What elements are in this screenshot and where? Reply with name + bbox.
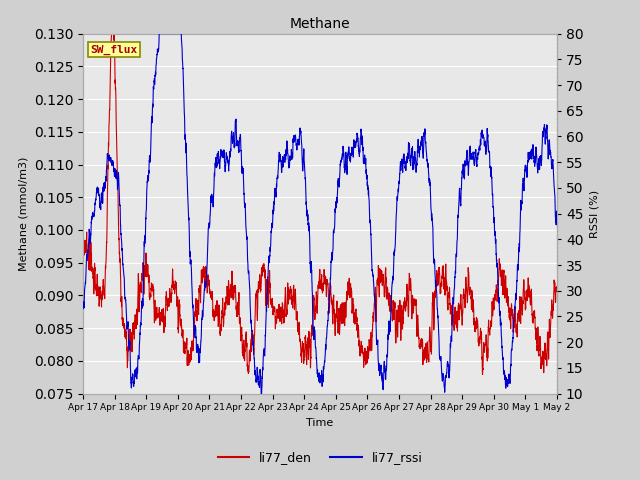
Title: Methane: Methane [290, 17, 350, 31]
X-axis label: Time: Time [307, 418, 333, 428]
Legend: li77_den, li77_rssi: li77_den, li77_rssi [212, 446, 428, 469]
Text: SW_flux: SW_flux [90, 44, 138, 55]
Y-axis label: RSSI (%): RSSI (%) [589, 190, 599, 238]
Y-axis label: Methane (mmol/m3): Methane (mmol/m3) [19, 156, 28, 271]
